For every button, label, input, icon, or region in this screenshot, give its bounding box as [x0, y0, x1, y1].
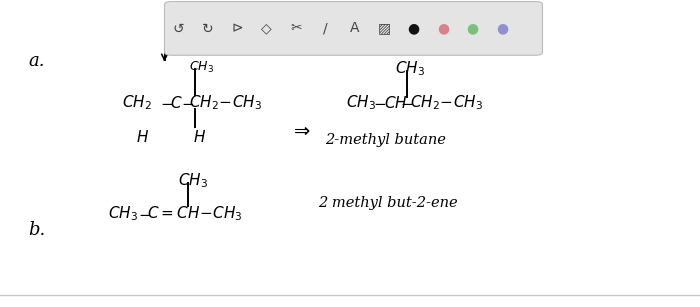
- Text: $CH_3$: $CH_3$: [346, 94, 377, 112]
- Text: $CH_2\!-\!CH_3$: $CH_2\!-\!CH_3$: [410, 94, 482, 112]
- Text: ⊳: ⊳: [232, 21, 243, 35]
- Text: $C$: $C$: [170, 95, 183, 111]
- Text: $C$: $C$: [147, 205, 160, 221]
- Text: $-$: $-$: [138, 206, 151, 221]
- Text: $CH_3$: $CH_3$: [189, 60, 214, 75]
- Text: /: /: [323, 21, 328, 35]
- Text: b.: b.: [28, 221, 46, 239]
- Text: 2 methyl but-2-ene: 2 methyl but-2-ene: [318, 196, 458, 210]
- Text: ●: ●: [496, 21, 508, 35]
- Text: $-$: $-$: [373, 95, 386, 110]
- Text: ▨: ▨: [378, 21, 391, 35]
- Text: ✂: ✂: [290, 21, 302, 35]
- Text: $CH_3$: $CH_3$: [178, 172, 209, 190]
- Text: $H$: $H$: [193, 129, 206, 145]
- Text: $CH_2$: $CH_2$: [122, 94, 153, 112]
- Text: $CH_3$: $CH_3$: [108, 204, 139, 223]
- Text: ◇: ◇: [261, 21, 272, 35]
- Text: ●: ●: [407, 21, 420, 35]
- Text: ↻: ↻: [202, 21, 214, 35]
- Text: $CH$: $CH$: [384, 95, 407, 111]
- Text: $\Rightarrow$: $\Rightarrow$: [290, 121, 312, 140]
- Text: 2-methyl butane: 2-methyl butane: [326, 133, 447, 147]
- Text: $-$: $-$: [181, 95, 194, 110]
- Text: $-$: $-$: [160, 95, 173, 110]
- Text: a.: a.: [28, 52, 45, 70]
- FancyBboxPatch shape: [164, 2, 542, 55]
- Text: A: A: [350, 21, 360, 35]
- Text: ●: ●: [466, 21, 479, 35]
- Text: $H$: $H$: [136, 129, 150, 145]
- Text: $-$: $-$: [400, 95, 414, 110]
- Text: $H_2$: $H_2$: [170, 41, 186, 57]
- Text: $CH_3$: $CH_3$: [395, 60, 426, 78]
- Text: $=CH\!-\!CH_3$: $=CH\!-\!CH_3$: [158, 204, 242, 223]
- Text: $CH_2\!-\!CH_3$: $CH_2\!-\!CH_3$: [189, 94, 262, 112]
- Text: ↺: ↺: [173, 21, 184, 35]
- Text: ●: ●: [437, 21, 449, 35]
